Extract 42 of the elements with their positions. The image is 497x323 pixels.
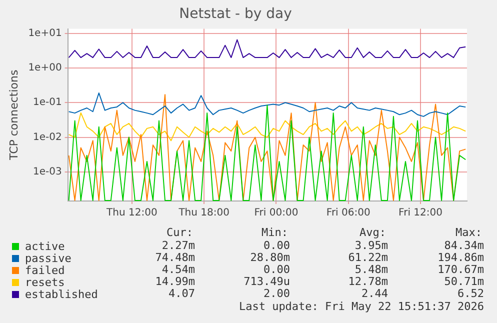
text: Max:	[456, 226, 482, 239]
legend-label: failed	[25, 264, 65, 276]
text: 3.95m	[354, 239, 388, 252]
text: Avg:	[360, 226, 386, 239]
x-tick-label: Fri 00:00	[254, 208, 298, 219]
text: 2.27m	[162, 239, 195, 252]
text: 2.00	[264, 287, 290, 300]
y-tick-label: 1e-03	[32, 166, 62, 178]
x-tick-label: Fri 12:00	[398, 208, 442, 219]
text: 50.71m	[444, 275, 484, 288]
y-tick-label: 1e+00	[28, 62, 62, 74]
y-axis-title: TCP connections	[7, 70, 20, 162]
text: 12.78m	[348, 275, 388, 288]
text: 194.86m	[438, 251, 484, 264]
y-tick-label: 1e-01	[32, 97, 62, 108]
legend-label: established	[25, 288, 98, 300]
x-tick-label: Thu 18:00	[178, 208, 230, 219]
x-tick-label: Fri 06:00	[326, 208, 370, 219]
text: 4.54m	[162, 263, 195, 276]
y-tick-label: 1e-02	[32, 132, 62, 143]
text: Min:	[262, 226, 288, 239]
x-tick-label: Thu 12:00	[106, 208, 158, 219]
text: 61.22m	[348, 251, 388, 264]
text: 4.07	[168, 287, 195, 300]
chart-title: Netstat - by day	[179, 6, 292, 22]
text: 6.52	[458, 287, 484, 300]
text: 713.49u	[244, 275, 290, 288]
y-tick-label: 1e+01	[28, 28, 62, 39]
text: 0.00	[264, 263, 290, 276]
legend-label: resets	[25, 276, 65, 288]
text: Cur:	[166, 226, 193, 239]
text: 170.67m	[438, 263, 484, 276]
text: 84.34m	[444, 239, 484, 252]
text: 74.48m	[155, 251, 195, 264]
text: 5.48m	[354, 263, 388, 276]
legend-label: active	[25, 240, 65, 252]
text: 2.44	[362, 287, 388, 300]
text: Last update: Fri May 22 15:51:37 2026	[238, 300, 484, 313]
text: 28.80m	[250, 251, 290, 264]
text: 0.00	[264, 239, 290, 252]
text: 14.99m	[155, 275, 195, 288]
legend-label: passive	[25, 252, 72, 264]
